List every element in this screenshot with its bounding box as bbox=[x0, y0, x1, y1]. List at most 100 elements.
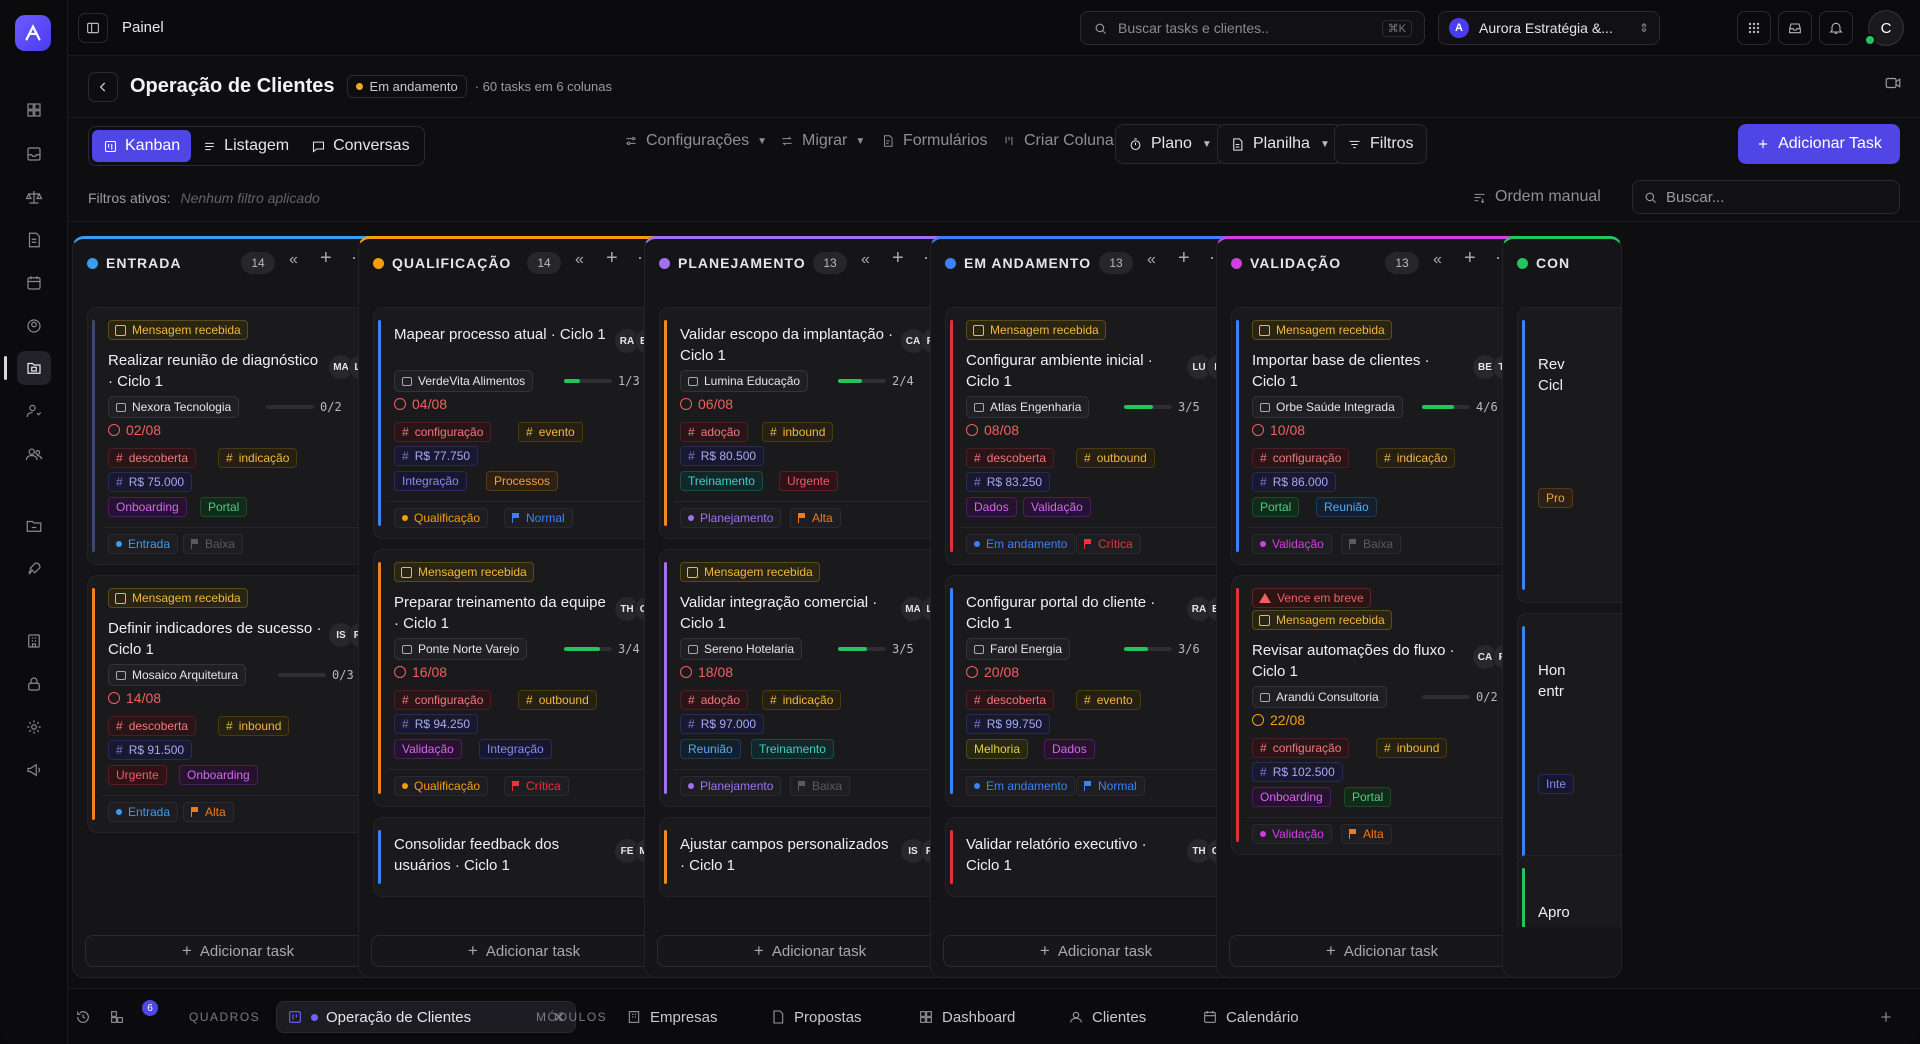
priority-chip[interactable]: Baixa bbox=[183, 534, 244, 554]
add-task-column-button[interactable]: + Adicionar task bbox=[1229, 935, 1535, 967]
planilha-dropdown[interactable]: Planilha ▼ bbox=[1217, 124, 1343, 164]
stage-chip[interactable]: Planejamento bbox=[680, 508, 782, 528]
task-card[interactable]: Consolidar feedback dos usuários · Ciclo… bbox=[373, 817, 675, 897]
add-card-icon[interactable]: + bbox=[606, 247, 618, 269]
collapse-column-icon[interactable]: « bbox=[1147, 251, 1156, 268]
apps-grid-button[interactable] bbox=[1737, 11, 1771, 45]
plano-dropdown[interactable]: Plano ▼ bbox=[1115, 124, 1225, 164]
stage-chip[interactable]: Entrada bbox=[108, 802, 179, 822]
add-card-icon[interactable]: + bbox=[1178, 247, 1190, 269]
inbox-button[interactable] bbox=[1778, 11, 1812, 45]
criar-coluna-button[interactable]: Criar Coluna bbox=[1002, 132, 1114, 150]
order-dropdown[interactable]: Ordem manual bbox=[1472, 188, 1601, 206]
org-switcher[interactable]: A Aurora Estratégia &... ⇕ bbox=[1438, 11, 1660, 45]
formularios-button[interactable]: Formulários bbox=[881, 132, 987, 150]
priority-chip[interactable]: Normal bbox=[504, 508, 573, 528]
user-circle-icon[interactable] bbox=[17, 309, 51, 343]
filtros-button[interactable]: Filtros bbox=[1334, 124, 1427, 164]
task-card[interactable]: Validar relatório executivo · Ciclo 1THC… bbox=[945, 817, 1247, 897]
client-chip[interactable]: Mosaico Arquitetura bbox=[108, 664, 247, 686]
collapse-column-icon[interactable]: « bbox=[861, 251, 870, 268]
stage-chip[interactable]: Validação bbox=[1252, 534, 1332, 554]
notifications-button[interactable] bbox=[1819, 11, 1853, 45]
priority-chip[interactable]: Alta bbox=[1341, 824, 1392, 844]
back-button[interactable] bbox=[88, 71, 118, 102]
toggle-sidebar-button[interactable] bbox=[78, 12, 108, 43]
task-card[interactable]: Configurar portal do cliente · Ciclo 1 RA… bbox=[945, 575, 1247, 807]
status-badge[interactable]: Em andamento bbox=[346, 75, 467, 98]
task-card-partial[interactable]: Apro cicl bbox=[1517, 855, 1621, 927]
collapse-column-icon[interactable]: « bbox=[289, 251, 298, 268]
client-chip[interactable]: Lumina Educação bbox=[680, 370, 809, 392]
stage-chip[interactable]: Planejamento bbox=[680, 776, 782, 796]
task-card[interactable]: Mensagem recebida Validar integração come… bbox=[659, 549, 961, 807]
client-chip[interactable]: Atlas Engenharia bbox=[966, 396, 1090, 418]
document-icon[interactable] bbox=[17, 223, 51, 257]
priority-chip[interactable]: Normal bbox=[1076, 776, 1145, 796]
task-card[interactable]: Mensagem recebida Realizar reunião de dia… bbox=[87, 307, 389, 565]
priority-chip[interactable]: Alta bbox=[790, 508, 841, 528]
breadcrumb[interactable]: Painel bbox=[122, 19, 164, 36]
task-card[interactable]: Vence em breve Mensagem recebida Revisar a… bbox=[1231, 575, 1533, 855]
close-tab-icon[interactable]: ✕ bbox=[553, 1008, 565, 1025]
task-card-partial[interactable]: Rev Cicl Pro bbox=[1517, 307, 1621, 603]
calendar-icon[interactable] bbox=[17, 266, 51, 300]
configuracoes-menu[interactable]: Configurações ▼ bbox=[624, 132, 767, 150]
scale-icon[interactable] bbox=[17, 180, 51, 214]
history-icon[interactable] bbox=[75, 1009, 91, 1029]
stage-chip[interactable]: Em andamento bbox=[966, 534, 1076, 554]
module-calendario[interactable]: Calendário bbox=[1192, 1001, 1309, 1033]
collapse-column-icon[interactable]: « bbox=[575, 251, 584, 268]
gear-icon[interactable] bbox=[17, 710, 51, 744]
priority-chip[interactable]: Alta bbox=[183, 802, 234, 822]
add-card-icon[interactable]: + bbox=[892, 247, 904, 269]
client-chip[interactable]: Sereno Hotelaria bbox=[680, 638, 803, 660]
tab-kanban[interactable]: Kanban bbox=[92, 130, 192, 162]
priority-chip[interactable]: Baixa bbox=[790, 776, 851, 796]
building-icon[interactable] bbox=[17, 624, 51, 658]
module-clientes[interactable]: Clientes bbox=[1058, 1001, 1156, 1033]
stage-chip[interactable]: Em andamento bbox=[966, 776, 1076, 796]
module-dashboard[interactable]: Dashboard bbox=[908, 1001, 1025, 1033]
module-propostas[interactable]: Propostas bbox=[760, 1001, 872, 1033]
folder-icon[interactable] bbox=[17, 509, 51, 543]
team-icon[interactable] bbox=[17, 437, 51, 471]
stage-chip[interactable]: Qualificação bbox=[394, 776, 489, 796]
stage-chip[interactable]: Entrada bbox=[108, 534, 179, 554]
client-chip[interactable]: Ponte Norte Varejo bbox=[394, 638, 528, 660]
task-card[interactable]: Mensagem recebida Configurar ambiente ini… bbox=[945, 307, 1247, 565]
tab-listagem[interactable]: Listagem bbox=[191, 130, 300, 162]
app-logo[interactable] bbox=[15, 15, 51, 51]
user-settings-icon[interactable] bbox=[17, 394, 51, 428]
client-chip[interactable]: Arandú Consultoria bbox=[1252, 686, 1387, 708]
assignee-avatar[interactable]: RA bbox=[1186, 596, 1212, 622]
rocket-icon[interactable] bbox=[17, 552, 51, 586]
client-chip[interactable]: Orbe Saúde Integrada bbox=[1252, 396, 1403, 418]
boards-icon[interactable] bbox=[17, 351, 51, 385]
dashboard-icon[interactable] bbox=[17, 93, 51, 127]
add-card-icon[interactable]: + bbox=[1464, 247, 1476, 269]
add-tab-icon[interactable] bbox=[1878, 1009, 1894, 1029]
tab-conversas[interactable]: Conversas bbox=[300, 130, 420, 162]
stage-chip[interactable]: Qualificação bbox=[394, 508, 489, 528]
board-search-input[interactable]: Buscar... bbox=[1632, 180, 1900, 214]
migrar-menu[interactable]: Migrar ▼ bbox=[780, 132, 865, 150]
priority-chip[interactable]: Crítica bbox=[1076, 534, 1141, 554]
client-chip[interactable]: Nexora Tecnologia bbox=[108, 396, 240, 418]
lock-icon[interactable] bbox=[17, 667, 51, 701]
add-task-column-button[interactable]: + Adicionar task bbox=[943, 935, 1249, 967]
client-chip[interactable]: Farol Energia bbox=[966, 638, 1071, 660]
boards-stack-icon[interactable] bbox=[109, 1009, 125, 1029]
megaphone-icon[interactable] bbox=[17, 753, 51, 787]
add-task-column-button[interactable]: + Adicionar task bbox=[371, 935, 677, 967]
task-card[interactable]: Mensagem recebida Definir indicadores de … bbox=[87, 575, 389, 833]
task-card[interactable]: Mapear processo atual · Ciclo 1RABEVerde… bbox=[373, 307, 675, 539]
task-card[interactable]: Mensagem recebida Preparar treinamento da… bbox=[373, 549, 675, 807]
priority-chip[interactable]: Crítica bbox=[504, 776, 569, 796]
task-card[interactable]: Mensagem recebida Importar base de client… bbox=[1231, 307, 1533, 565]
add-card-icon[interactable]: + bbox=[320, 247, 332, 269]
tab-active-board[interactable]: Operação de Clientes ✕ bbox=[276, 1001, 576, 1033]
add-task-button[interactable]: Adicionar Task bbox=[1738, 124, 1900, 164]
